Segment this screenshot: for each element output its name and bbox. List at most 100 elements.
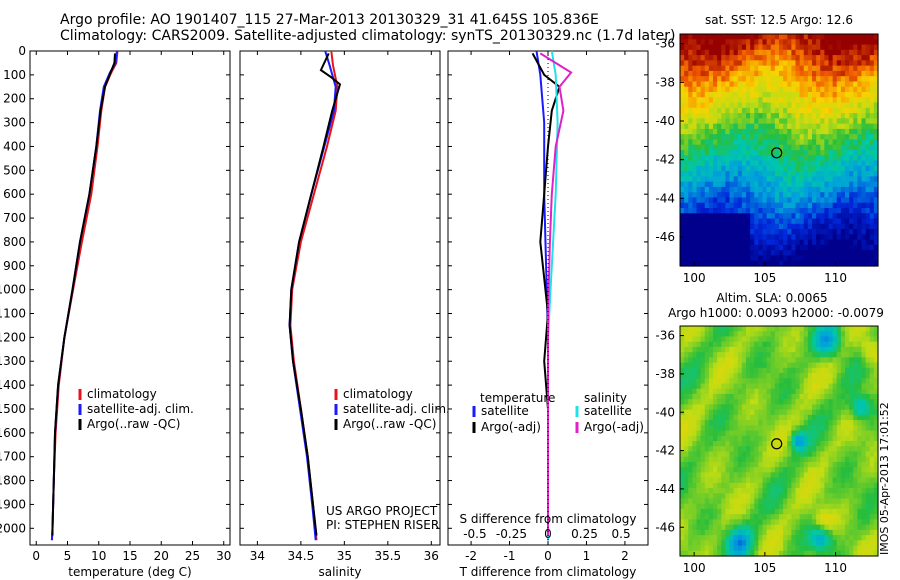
sla-map-cell [807,540,813,547]
sst-map-cell [812,134,817,141]
sla-map-cell [787,540,792,547]
sst-map-cell [762,202,768,209]
sst-map-cell [795,171,801,177]
sst-map-cell [845,102,850,109]
sla-map-cell [737,404,743,411]
sla-map-cell [832,336,838,343]
sst-map-cell [799,197,805,204]
sla-map-cell [696,477,702,484]
sst-map-cell [845,260,850,267]
sla-map-cell [824,404,830,411]
sla-map-cell [713,388,718,395]
sla-map-cell [774,352,780,358]
sla-map-cell [845,456,850,463]
sst-map-cell [807,186,813,193]
sla-map-cell [845,488,850,494]
sst-map-cell [758,197,764,204]
sst-map-cell [861,234,867,241]
sla-map-cell [746,441,751,447]
sla-map-cell [824,535,830,541]
sst-map-cell [762,128,768,135]
sla-map-cell [799,488,805,494]
sst-map-cell [779,171,784,177]
sst-map-cell [729,34,735,40]
sst-map-cell [708,128,714,135]
sst-map-cell [869,176,875,183]
sst-map-cell [754,70,759,77]
sla-map-cell [845,414,850,421]
sst-map-cell [713,239,718,246]
sla-map-cell [799,477,805,484]
sla-map-cell [700,451,706,458]
sst-map-cell [787,218,792,225]
sst-map-cell [717,176,722,183]
sla-map-cell [861,362,867,369]
sst-map-cell [774,123,780,130]
sla-map-cell [680,357,685,364]
sst-map-cell [812,192,817,199]
sla-map-cell [873,456,879,463]
sla-map-cell [725,435,731,442]
sst-map-cell [704,255,710,262]
sst-map-cell [807,60,813,67]
sst-map-cell [692,239,698,246]
sst-map-cell [750,255,755,262]
sst-map-cell [680,155,685,162]
sst-map-cell [754,208,759,214]
sst-map-cell [696,192,702,199]
sst-map-cell [762,229,768,235]
sst-map-cell [737,234,743,241]
sla-map-cell [737,383,743,390]
sst-map-cell [857,113,863,119]
timestamp-stamp: IMOS 05-Apr-2013 17:01:52 [878,402,891,555]
sla-map-cell [799,456,805,463]
sst-map-cell [704,213,710,220]
sla-map-cell [741,451,747,458]
sst-map-cell [807,244,813,251]
sla-map-cell [717,540,722,547]
sla-map-cell [812,399,817,406]
sst-map-cell [803,81,809,88]
sla-map-cell [688,472,693,479]
sla-map-cell [873,519,879,526]
sla-map-cell [717,414,722,421]
sst-map-cell [729,250,735,257]
sst-map-cell [713,123,718,130]
sst-map-cell [803,213,809,220]
sla-map-cell [688,383,693,390]
sst-map-cell [812,39,817,46]
sst-map-cell [754,234,759,241]
sla-map-cell [758,472,764,479]
sst-map-cell [795,39,801,46]
sst-map-cell [820,118,825,125]
sla-map-cell [783,472,788,479]
sla-map-cell [729,488,735,494]
sla-map-cell [737,472,743,479]
sst-map-cell [684,97,689,104]
sla-map-cell [746,362,751,369]
sla-map-xtick-label: 100 [683,561,706,575]
sla-map-cell [733,367,739,374]
sst-map-cell [861,255,867,262]
sla-map-cell [766,467,772,473]
sst-map-cell [754,49,759,56]
sst-map-cell [688,81,693,88]
sst-map-cell [692,160,698,167]
sst-map-cell [828,255,834,262]
sst-map-cell [820,208,825,214]
sla-map-cell [845,446,850,453]
sla-map-cell [708,404,714,411]
sla-map-cell [708,529,714,536]
sst-map-cell [779,192,784,199]
sla-map-cell [713,362,718,369]
sst-map-cell [700,55,706,61]
sla-map-cell [708,488,714,494]
sla-map-cell [713,441,718,447]
sla-map-cell [824,545,830,552]
sst-map-cell [696,76,702,83]
sla-map-cell [820,472,825,479]
sst-map-cell [746,107,751,114]
sst-map-cell [787,165,792,172]
sst-map-cell [816,34,821,40]
sla-map-cell [750,550,755,557]
